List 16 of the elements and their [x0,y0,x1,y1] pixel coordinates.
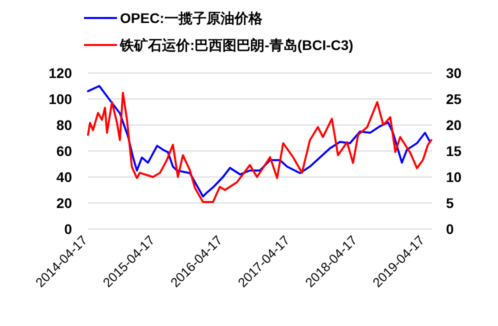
y-tick-label: 120 [48,65,72,81]
y-tick-label: 20 [56,195,72,211]
y2-tick-label: 25 [446,91,462,107]
y-tick-label: 40 [56,169,72,185]
y2-tick-label: 20 [446,117,462,133]
y-tick-label: 60 [56,143,72,159]
y-tick-label: 80 [56,117,72,133]
y2-tick-label: 30 [446,65,462,81]
y-tick-label: 100 [48,91,72,107]
legend-label: OPEC:一揽子原油价格 [120,10,264,26]
y2-tick-label: 5 [446,195,454,211]
y2-tick-label: 0 [446,221,454,237]
y2-tick-label: 10 [446,169,462,185]
y2-tick-label: 15 [446,143,462,159]
legend-label: 铁矿石运价:巴西图巴朗-青岛(BCI-C3) [119,37,354,53]
y-tick-label: 0 [64,221,72,237]
